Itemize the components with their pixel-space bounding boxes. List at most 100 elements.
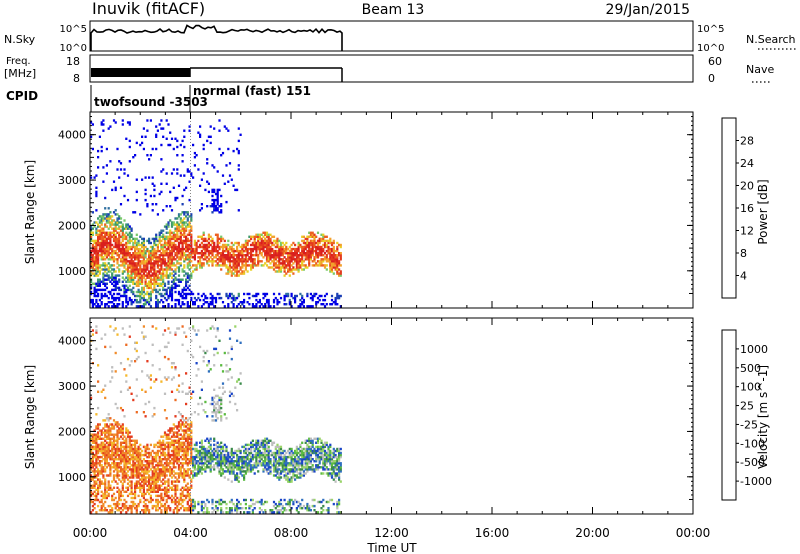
heatmap-cell bbox=[209, 464, 212, 467]
heatmap-cell bbox=[193, 239, 196, 243]
heatmap-cell bbox=[267, 305, 270, 308]
heatmap-cell bbox=[214, 406, 218, 410]
nsky-tick-top: 10^5 bbox=[60, 24, 87, 35]
heatmap-cell bbox=[95, 462, 98, 465]
heatmap-cell bbox=[97, 380, 100, 383]
heatmap-cell bbox=[162, 127, 165, 130]
heatmap-cell bbox=[102, 504, 105, 508]
heatmap-cell bbox=[265, 243, 269, 247]
heatmap-cell bbox=[278, 266, 281, 269]
heatmap-cell bbox=[105, 252, 108, 255]
heatmap-cell bbox=[107, 451, 110, 455]
heatmap-cell bbox=[109, 453, 112, 457]
heatmap-cell bbox=[105, 164, 108, 167]
heatmap-cell bbox=[221, 254, 225, 257]
heatmap-cell bbox=[237, 274, 240, 277]
heatmap-cell bbox=[221, 256, 225, 259]
heatmap-cell bbox=[209, 252, 212, 255]
heatmap-cell bbox=[125, 443, 128, 447]
heatmap-cell bbox=[264, 305, 267, 308]
heatmap-cell bbox=[174, 472, 177, 475]
heatmap-cell bbox=[276, 249, 279, 253]
heatmap-cell bbox=[174, 223, 177, 226]
heatmap-cell bbox=[121, 258, 124, 261]
heatmap-cell bbox=[199, 264, 202, 267]
heatmap-cell bbox=[155, 472, 158, 475]
heatmap-cell bbox=[156, 464, 159, 467]
heatmap-cell bbox=[211, 205, 214, 208]
heatmap-cell bbox=[179, 437, 182, 440]
heatmap-cell bbox=[227, 270, 230, 273]
heatmap-cell bbox=[141, 478, 144, 481]
heatmap-cell bbox=[135, 468, 138, 471]
heatmap-cell bbox=[128, 441, 131, 444]
heatmap-cell bbox=[192, 498, 195, 502]
heatmap-cell bbox=[107, 480, 110, 483]
heatmap-cell bbox=[119, 221, 123, 224]
heatmap-cell bbox=[125, 500, 128, 504]
heatmap-cell bbox=[95, 266, 98, 269]
heatmap-cell bbox=[274, 245, 277, 249]
heatmap-cell bbox=[148, 470, 151, 473]
heatmap-cell bbox=[102, 427, 105, 430]
heatmap-cell bbox=[167, 327, 170, 330]
heatmap-cell bbox=[135, 294, 138, 298]
heatmap-cell bbox=[126, 260, 130, 263]
heatmap-cell bbox=[118, 502, 121, 506]
heatmap-cell bbox=[114, 496, 117, 500]
heatmap-cell bbox=[151, 449, 154, 453]
heatmap-cell bbox=[97, 166, 100, 169]
heatmap-cell bbox=[329, 256, 332, 259]
heatmap-cell bbox=[134, 484, 137, 487]
heatmap-cell bbox=[121, 427, 124, 430]
heatmap-cell bbox=[174, 233, 177, 236]
heatmap-cell bbox=[177, 468, 181, 471]
heatmap-cell bbox=[123, 254, 126, 257]
heatmap-cell bbox=[163, 470, 167, 473]
heatmap-cell bbox=[192, 355, 195, 359]
heatmap-cell bbox=[313, 258, 316, 261]
freq-label: Freq. bbox=[6, 56, 31, 67]
heatmap-cell bbox=[98, 264, 101, 267]
heatmap-cell bbox=[244, 260, 247, 263]
heatmap-cell bbox=[211, 303, 214, 306]
heatmap-cell bbox=[156, 441, 159, 444]
heatmap-cell bbox=[163, 243, 167, 247]
heatmap-cell bbox=[181, 500, 184, 504]
heatmap-cell bbox=[156, 274, 159, 277]
heatmap-cell bbox=[158, 239, 161, 243]
heatmap-cell bbox=[176, 235, 179, 238]
heatmap-cell bbox=[144, 445, 147, 449]
heatmap-cell bbox=[121, 509, 124, 512]
heatmap-cell bbox=[174, 398, 177, 402]
heatmap-cell bbox=[102, 215, 105, 218]
heatmap-cell bbox=[169, 262, 172, 265]
heatmap-cell bbox=[125, 296, 128, 300]
heatmap-cell bbox=[262, 249, 265, 253]
heatmap-cell bbox=[97, 266, 100, 269]
heatmap-cell bbox=[116, 441, 119, 444]
heatmap-cell bbox=[139, 243, 142, 247]
heatmap-cell bbox=[209, 453, 212, 457]
heatmap-cell bbox=[285, 303, 288, 306]
heatmap-cell bbox=[119, 470, 123, 473]
heatmap-cell bbox=[107, 215, 110, 218]
heatmap-cell bbox=[148, 460, 151, 463]
heatmap-cell bbox=[90, 270, 93, 273]
heatmap-cell bbox=[308, 241, 311, 245]
heatmap-cell bbox=[214, 394, 218, 398]
heatmap-cell bbox=[195, 243, 198, 247]
heatmap-cell bbox=[163, 488, 167, 491]
heatmap-cell bbox=[137, 458, 140, 461]
heatmap-cell bbox=[237, 149, 240, 153]
heatmap-cell bbox=[199, 453, 202, 457]
heatmap-cell bbox=[118, 215, 121, 218]
heatmap-cell bbox=[228, 174, 232, 177]
heatmap-cell bbox=[139, 486, 142, 489]
heatmap-cell bbox=[322, 298, 325, 302]
heatmap-cell bbox=[151, 462, 154, 465]
heatmap-cell bbox=[155, 258, 158, 261]
heatmap-cell bbox=[162, 482, 165, 485]
heatmap-cell bbox=[125, 258, 128, 261]
heatmap-cell bbox=[313, 245, 316, 249]
